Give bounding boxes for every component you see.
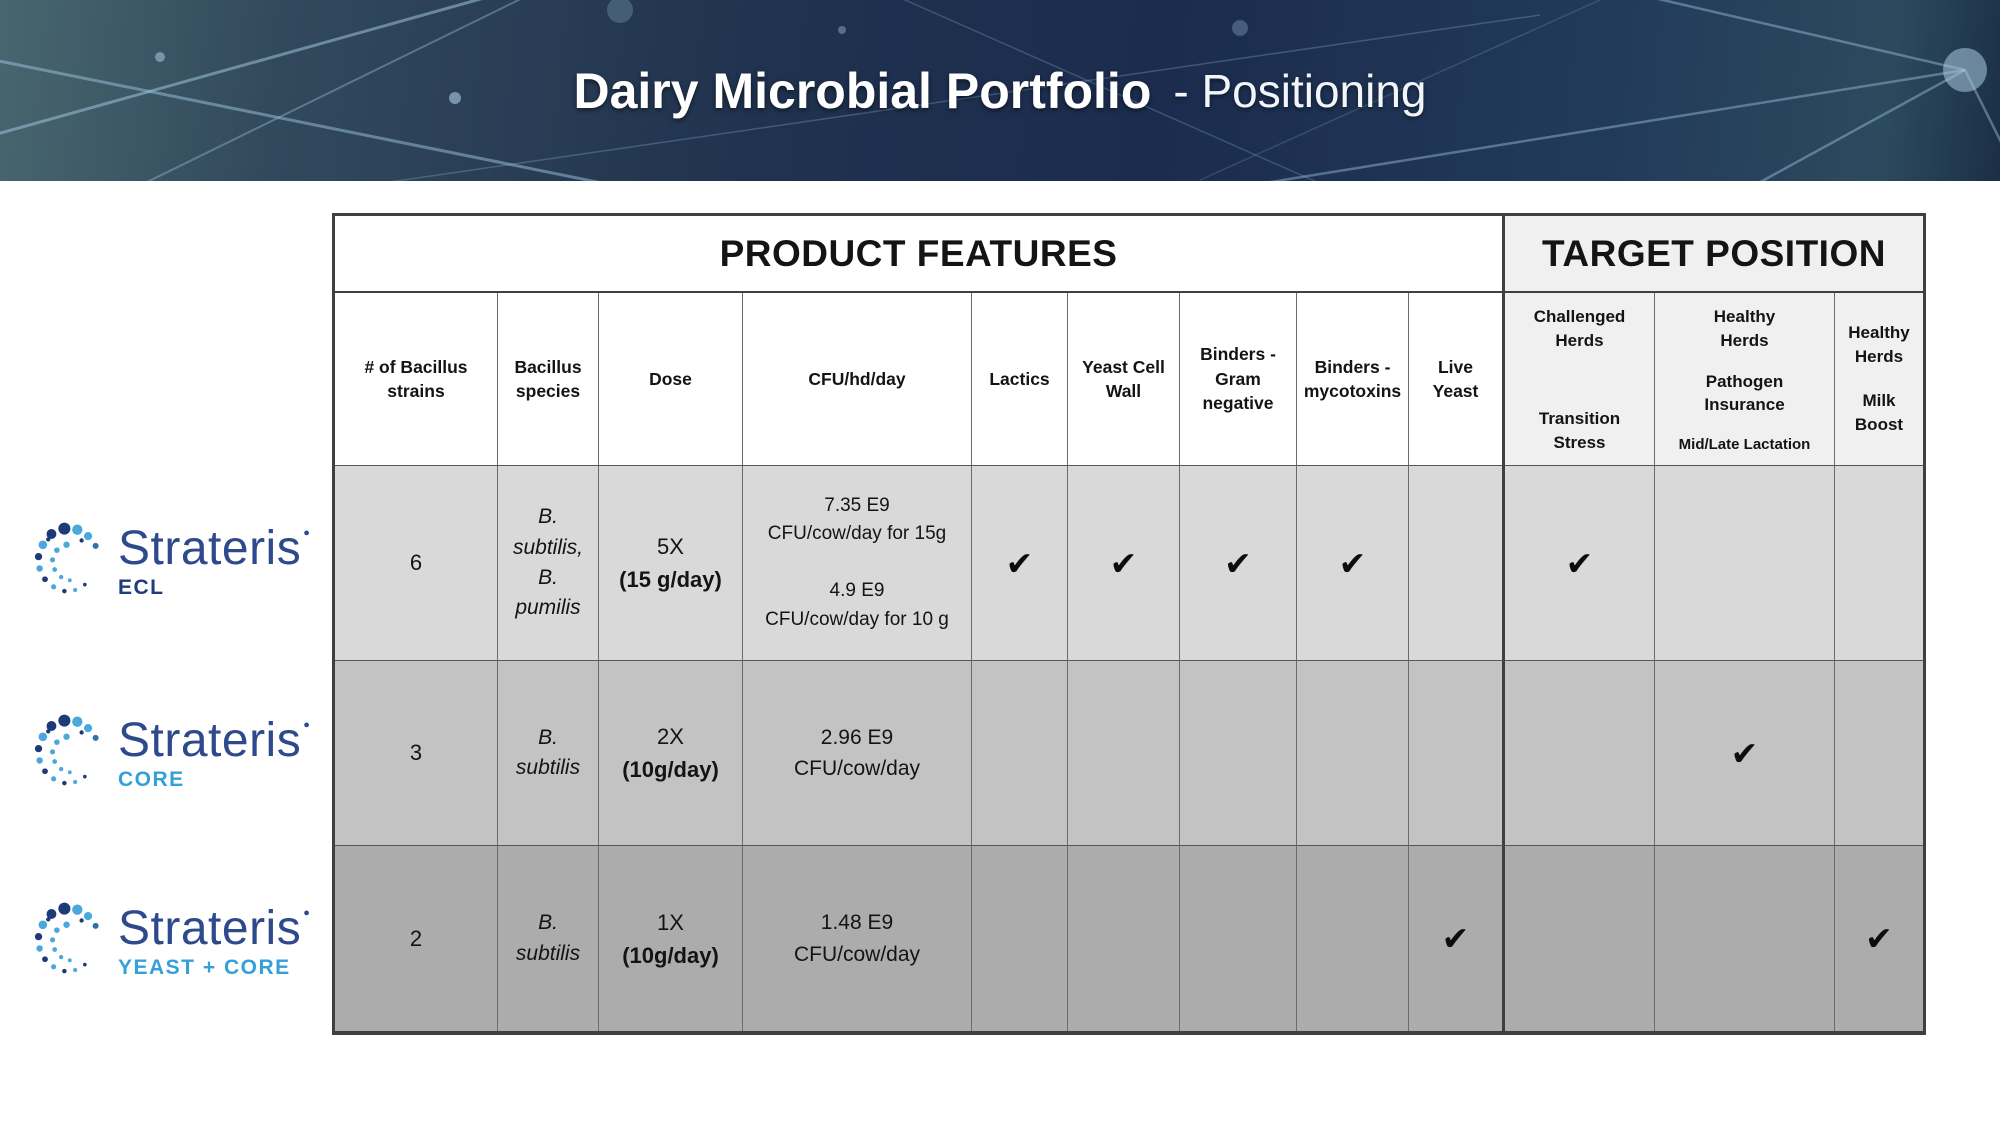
check-yeastcore-healthy-pathogen: [1655, 846, 1835, 1031]
strateris-dot-swirl-icon: [34, 900, 112, 984]
check-core-lactics: [972, 661, 1068, 846]
dose-grams: (15 g/day): [619, 567, 722, 592]
cell-strains-core: 3: [335, 661, 498, 846]
check-ecl-healthy-milk: [1835, 466, 1923, 661]
slide-title-main: Dairy Microbial Portfolio: [573, 62, 1152, 119]
cell-cfu-core: 2.96 E9 CFU/cow/day: [743, 661, 972, 846]
target-header-middle: Pathogen Insurance: [1704, 371, 1785, 415]
check-ecl-binders-gram-negative: ✔: [1180, 466, 1297, 661]
product-variant: YEAST + CORE: [118, 955, 291, 979]
target-header-top: Healthy Herds: [1713, 307, 1776, 350]
cell-species-core: B. subtilis: [498, 661, 599, 846]
target-header-bottom: Transition Stress: [1538, 409, 1621, 453]
trademark-icon: ●: [303, 906, 311, 919]
cell-dose-core: 2X (10g/day): [599, 661, 743, 846]
trademark-icon: ●: [303, 526, 311, 539]
product-name: Strateris ●: [118, 521, 311, 575]
check-ecl-live-yeast: [1409, 466, 1505, 661]
check-yeastcore-challenged-herds: [1505, 846, 1655, 1031]
dose-multiplier: 1X: [657, 909, 684, 935]
slide-title: Dairy Microbial Portfolio - Positioning: [0, 0, 2000, 181]
col-header-binders-mycotoxins: Binders - mycotoxins: [1297, 293, 1409, 466]
check-yeastcore-yeast-cell-wall: [1068, 846, 1180, 1031]
target-header-top: Challenged Herds: [1533, 307, 1626, 350]
strateris-dot-swirl-icon: [34, 520, 112, 604]
product-logo-strateris-ecl: Strateris ● ECL: [34, 500, 330, 624]
check-core-healthy-pathogen: ✔: [1655, 661, 1835, 846]
cell-cfu-yeastcore: 1.48 E9 CFU/cow/day: [743, 846, 972, 1031]
group-header-target-position: TARGET POSITION: [1505, 216, 1923, 293]
product-variant: CORE: [118, 767, 185, 791]
check-core-challenged-herds: [1505, 661, 1655, 846]
cell-strains-ecl: 6: [335, 466, 498, 661]
check-yeastcore-binders-gram-negative: [1180, 846, 1297, 1031]
col-header-challenged-herds: Challenged Herds Transition Stress: [1505, 293, 1655, 466]
product-logo-strateris-yeast-core: Strateris ● YEAST + CORE: [34, 880, 330, 1004]
check-core-live-yeast: [1409, 661, 1505, 846]
check-yeastcore-lactics: [972, 846, 1068, 1031]
col-header-live-yeast: Live Yeast: [1409, 293, 1505, 466]
cell-strains-yeastcore: 2: [335, 846, 498, 1031]
cell-species-yeastcore: B. subtilis: [498, 846, 599, 1031]
product-variant: ECL: [118, 575, 165, 599]
cell-dose-ecl: 5X (15 g/day): [599, 466, 743, 661]
target-header-bottom: Milk Boost: [1854, 391, 1904, 434]
positioning-table: PRODUCT FEATURES TARGET POSITION # of Ba…: [332, 213, 1926, 1035]
check-core-binders-mycotoxins: [1297, 661, 1409, 846]
dose-multiplier: 5X: [657, 534, 684, 559]
trademark-icon: ●: [303, 718, 311, 731]
target-header-top: Healthy Herds: [1848, 323, 1910, 366]
product-name: Strateris ●: [118, 901, 311, 955]
slide-title-suffix: - Positioning: [1173, 64, 1427, 117]
check-ecl-healthy-pathogen: [1655, 466, 1835, 661]
col-header-lactics: Lactics: [972, 293, 1068, 466]
cell-cfu-ecl: 7.35 E9 CFU/cow/day for 15g 4.9 E9 CFU/c…: [743, 466, 972, 661]
group-header-product-features: PRODUCT FEATURES: [335, 216, 1505, 293]
col-header-bacillus-species: Bacillus species: [498, 293, 599, 466]
target-header-bottom: Mid/Late Lactation: [1678, 436, 1811, 453]
network-plexus-graphic: [0, 0, 2000, 181]
col-header-cfu: CFU/hd/day: [743, 293, 972, 466]
dose-multiplier: 2X: [657, 724, 684, 749]
cell-species-ecl: B. subtilis, B. pumilis: [498, 466, 599, 661]
slide-header-banner: Dairy Microbial Portfolio - Positioning: [0, 0, 2000, 181]
dose-grams: (10g/day): [622, 942, 719, 968]
check-yeastcore-live-yeast: ✔: [1409, 846, 1505, 1031]
dose-grams: (10g/day): [622, 757, 719, 782]
col-header-bacillus-strains: # of Bacillus strains: [335, 293, 498, 466]
check-ecl-challenged-herds: ✔: [1505, 466, 1655, 661]
col-header-healthy-herds-pathogen: Healthy Herds Pathogen Insurance Mid/Lat…: [1655, 293, 1835, 466]
product-logo-strateris-core: Strateris ● CORE: [34, 692, 330, 816]
check-yeastcore-binders-mycotoxins: [1297, 846, 1409, 1031]
col-header-binders-gram-negative: Binders - Gram negative: [1180, 293, 1297, 466]
check-ecl-lactics: ✔: [972, 466, 1068, 661]
col-header-healthy-herds-milk: Healthy Herds Milk Boost: [1835, 293, 1923, 466]
product-name: Strateris ●: [118, 713, 311, 767]
check-core-binders-gram-negative: [1180, 661, 1297, 846]
col-header-dose: Dose: [599, 293, 743, 466]
check-yeastcore-healthy-milk: ✔: [1835, 846, 1923, 1031]
strateris-dot-swirl-icon: [34, 712, 112, 796]
check-core-healthy-milk: [1835, 661, 1923, 846]
check-core-yeast-cell-wall: [1068, 661, 1180, 846]
col-header-yeast-cell-wall: Yeast Cell Wall: [1068, 293, 1180, 466]
cell-dose-yeastcore: 1X (10g/day): [599, 846, 743, 1031]
check-ecl-yeast-cell-wall: ✔: [1068, 466, 1180, 661]
check-ecl-binders-mycotoxins: ✔: [1297, 466, 1409, 661]
